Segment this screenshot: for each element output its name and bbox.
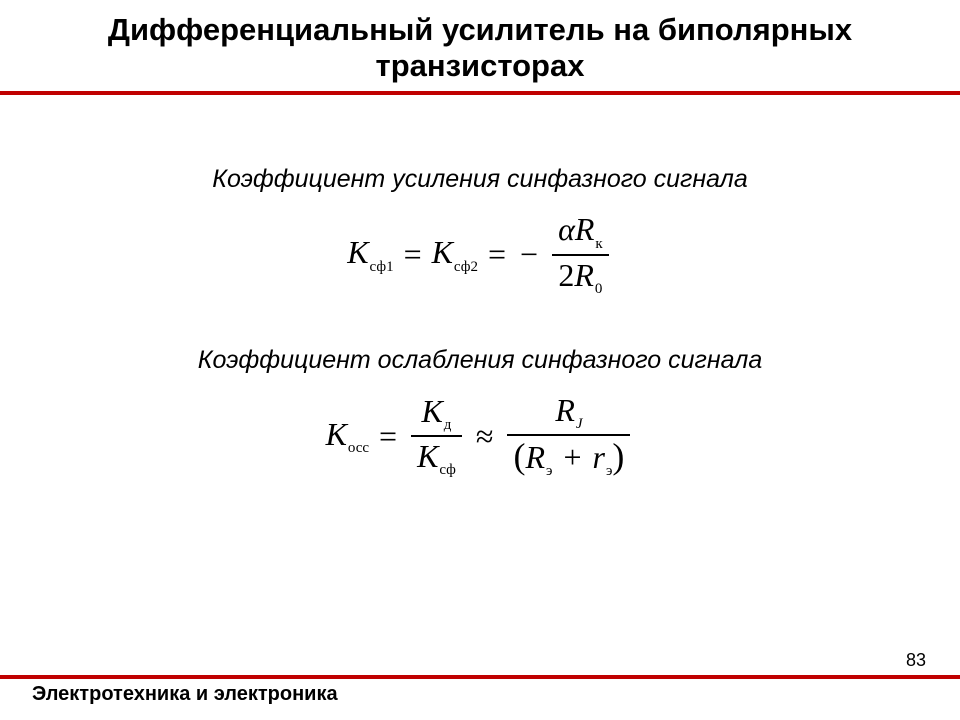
section1-heading: Коэффициент усиления синфазного сигнала [60,165,900,194]
eq2-Re: R [525,439,545,475]
eq2-sub-sf: сф [439,462,456,478]
eq2-plus: + [560,439,584,475]
slide: Дифференциальный усилитель на биполярных… [0,0,960,720]
equation-1: Ксф1 = Ксф2 = − αRк 2R0 [60,212,900,297]
eq1-sub-0: 0 [595,281,603,297]
eq2-sub-d: д [444,417,452,433]
eq1-alpha: α [558,211,575,247]
eq1-two: 2 [558,257,574,293]
eq2-re: r [593,439,605,475]
footer-block: 83 Электротехника и электроника [0,650,960,720]
eq2-Kd: К [422,393,443,429]
eq2-eq1: = [375,418,401,455]
equation-2: Косс = Кд Ксф ≈ RJ [60,393,900,480]
section2-heading: Коэффициент ослабления синфазного сигнал… [60,346,900,375]
eq2-sub-e1: э [546,463,552,479]
eq2-sub-occ: осс [348,440,369,456]
eq2-lparen: ( [513,436,525,476]
eq2-approx: ≈ [472,418,498,455]
eq1-eq1: = [400,236,426,273]
eq1-K1: К [347,234,368,270]
eq2-fraction-1: Кд Ксф [411,394,462,479]
slide-title: Дифференциальный усилитель на биполярных… [32,12,928,83]
eq2-rparen: ) [612,436,624,476]
footer-text: Электротехника и электроника [32,683,338,706]
eq2-fraction-2: RJ (Rэ + rэ) [507,393,630,480]
eq1-sub-sf1: сф1 [370,259,394,275]
page-number: 83 [906,650,926,670]
eq2-sub-J: J [576,416,583,432]
eq2-RJ: R [555,392,575,428]
eq1-minus: − [516,236,542,273]
eq1-sub-sf2: сф2 [454,259,478,275]
eq1-Rk: R [575,211,595,247]
eq1-eq2: = [484,236,510,273]
content-area: Коэффициент усиления синфазного сигнала … [0,95,960,720]
eq1-fraction: αRк 2R0 [552,212,609,297]
eq2-Ksf: К [417,438,438,474]
title-block: Дифференциальный усилитель на биполярных… [0,0,960,91]
eq1-sub-k: к [595,236,602,252]
eq2-Kocc: К [326,416,347,452]
eq1-R0: R [574,257,594,293]
eq1-K2: К [432,234,453,270]
